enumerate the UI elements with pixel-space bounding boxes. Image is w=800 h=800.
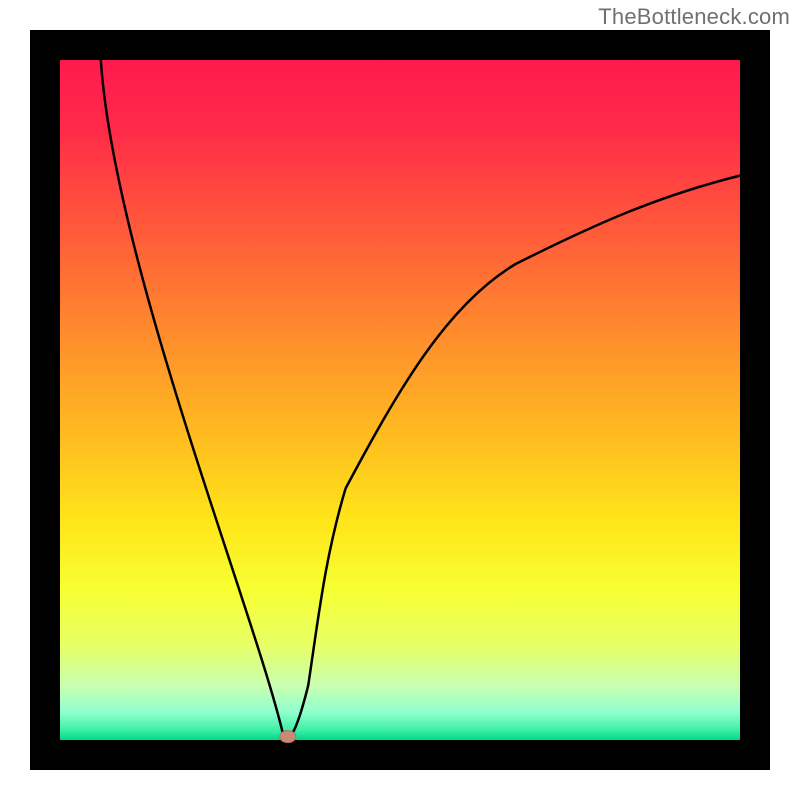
plot-background-gradient <box>60 60 740 740</box>
chart-svg <box>0 0 800 800</box>
bottleneck-chart: TheBottleneck.com <box>0 0 800 800</box>
optimal-point-marker <box>280 731 296 743</box>
watermark-text: TheBottleneck.com <box>598 4 790 30</box>
